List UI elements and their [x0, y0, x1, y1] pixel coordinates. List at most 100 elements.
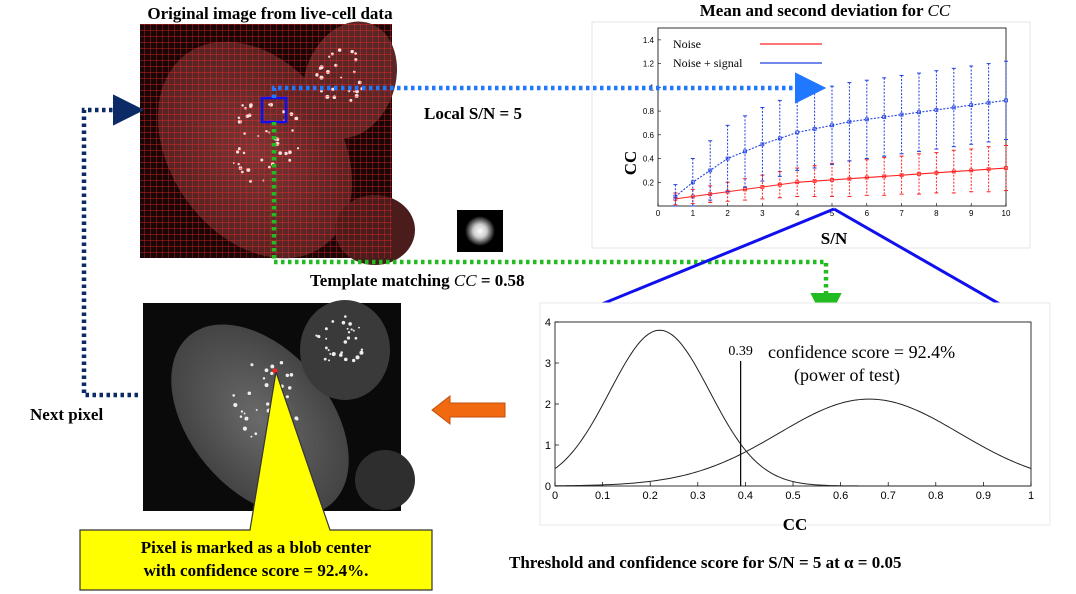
speckle [250, 435, 253, 438]
speckle [352, 358, 356, 363]
next-pixel-label: Next pixel [30, 405, 103, 424]
mean-x-tick-label: 2 [725, 209, 730, 218]
mean-x-tick-label: 3 [760, 209, 765, 218]
threshold-chart-xlabel: CC [783, 515, 808, 534]
speckle [255, 409, 258, 411]
speckle [279, 361, 284, 365]
threshold-value-label: 0.39 [728, 344, 753, 359]
speckle [327, 349, 330, 352]
thr-x-tick-label: 0.9 [976, 490, 991, 502]
noise-distribution-curve [554, 329, 1031, 487]
speckle [270, 371, 274, 375]
mean-x-tick-label: 8 [934, 209, 939, 218]
thr-x-tick-label: 0.5 [785, 490, 800, 502]
mean-x-tick-label: 10 [1002, 209, 1011, 218]
speckle [242, 426, 247, 431]
speckle [360, 348, 364, 351]
mean-chart-xlabel: S/N [821, 229, 848, 248]
speckle [344, 315, 347, 318]
thr-x-tick-label: 1 [1028, 490, 1034, 502]
green-dotted-arrow [271, 122, 842, 325]
thr-x-tick-label: 0.6 [833, 490, 848, 502]
mean-y-tick-label: 0.4 [643, 155, 655, 164]
point-noise-signal [934, 107, 939, 112]
template-matching-italic: CC [454, 271, 477, 290]
point-noise-signal [725, 156, 730, 161]
speckle [355, 355, 360, 360]
speckle [233, 403, 238, 408]
thr-y-tick-label: 4 [545, 317, 551, 329]
point-noise-signal [1004, 98, 1008, 103]
speckle [239, 415, 243, 418]
speckle [359, 350, 364, 355]
speckle [331, 320, 335, 323]
speckle [352, 329, 355, 332]
speckle [343, 357, 348, 362]
point-noise-signal [951, 105, 956, 110]
mean-chart-ylabel: CC [621, 151, 640, 176]
template-matching-label: Template matching CC = 0.58 [310, 271, 525, 290]
speckle [266, 402, 270, 406]
mean-x-tick-label: 0 [656, 209, 661, 218]
point-noise [777, 182, 782, 187]
mean-y-tick-label: 1.4 [643, 36, 655, 45]
point-noise-signal [899, 112, 904, 117]
thr-x-tick-label: 0.1 [595, 490, 610, 502]
speckle [340, 351, 343, 354]
thr-x-tick-label: 0.8 [928, 490, 943, 502]
speckle [324, 327, 328, 331]
speckle [339, 353, 343, 357]
speckle [331, 352, 336, 356]
point-noise [951, 169, 956, 174]
threshold-annotation-1: confidence score = 92.4% [768, 342, 955, 362]
mean-x-tick-label: 9 [969, 209, 974, 218]
thr-y-tick-label: 2 [545, 399, 551, 411]
mean-x-tick-label: 6 [865, 209, 870, 218]
point-noise-signal [743, 149, 747, 154]
speckle [247, 391, 252, 395]
mean-y-tick-label: 0.2 [643, 178, 655, 187]
thr-x-tick-label: 0.7 [881, 490, 896, 502]
point-noise [812, 179, 817, 183]
point-noise [847, 176, 852, 181]
point-noise [743, 187, 747, 192]
callout-line1: Pixel is marked as a blob center [141, 538, 372, 557]
threshold-annotation-2: (power of test) [794, 365, 900, 386]
speckle [325, 337, 328, 340]
point-noise-signal [882, 115, 887, 119]
speckle [317, 334, 321, 339]
point-noise [864, 175, 869, 180]
thr-y-tick-label: 3 [545, 358, 551, 370]
speckle [264, 383, 269, 388]
speckle [264, 368, 269, 373]
speckle [232, 394, 236, 397]
thr-x-tick-label: 0.2 [643, 490, 658, 502]
mean-chart-title-italic: CC [928, 1, 951, 20]
series-noise-line [675, 167, 1007, 200]
mean-y-tick-label: 0.6 [643, 131, 655, 140]
speckle [295, 417, 299, 421]
callout-line2: with confidence score = 92.4%. [144, 561, 369, 580]
speckle [315, 334, 318, 337]
speckle [343, 340, 348, 344]
template-matching-prefix: Template matching [310, 271, 454, 290]
point-noise [917, 172, 921, 176]
speckle [289, 373, 294, 377]
point-noise-signal [864, 117, 869, 122]
navy-dotted-arrow [81, 94, 145, 398]
point-noise-signal [673, 194, 678, 199]
speckle [254, 432, 258, 436]
point-noise [899, 173, 904, 178]
point-noise [795, 180, 800, 185]
signal-distribution-curve [554, 398, 1032, 487]
mean-chart-legend: Noise Noise + signal [673, 37, 822, 70]
mean-y-tick-label: 1.2 [643, 60, 655, 69]
threshold-chart: 0 0.1 0.2 0.3 0.4 0.5 0.6 0.7 0.8 0.9 1 0 1 2 3 4 0.39 c… [539, 302, 1051, 534]
speckle [285, 373, 290, 378]
speckle [348, 322, 352, 326]
point-noise-signal [690, 180, 695, 185]
thr-y-tick-label: 0 [545, 481, 551, 493]
point-noise-signal [830, 123, 834, 128]
template-matching-suffix: = 0.58 [477, 271, 525, 290]
point-noise-signal [969, 103, 974, 108]
